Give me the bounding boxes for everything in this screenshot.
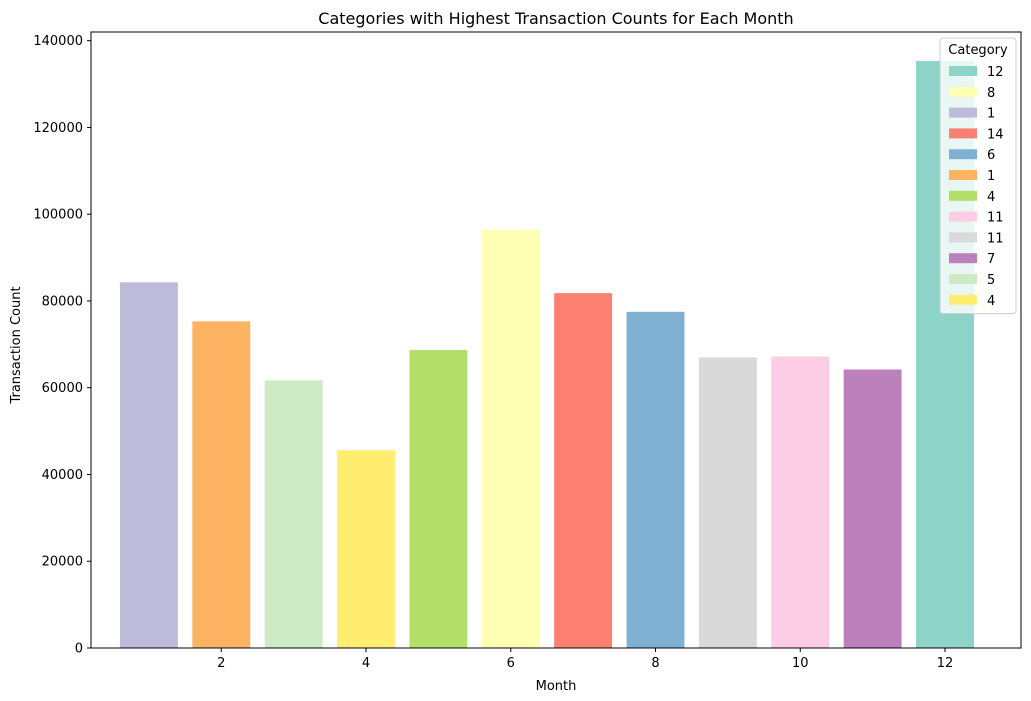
legend-swatch	[949, 149, 977, 160]
bar-month-2	[192, 321, 251, 648]
plot-frame	[90, 31, 1022, 649]
legend-label: 4	[987, 190, 995, 205]
legend-box	[939, 37, 1017, 315]
legend-label: 5	[987, 273, 995, 288]
legend-swatch	[949, 107, 977, 118]
bar-month-11	[843, 369, 902, 648]
y-tick-label: 80000	[42, 294, 83, 309]
bar-month-6	[481, 229, 540, 648]
legend-label: 6	[987, 148, 995, 163]
legend-label: 1	[987, 107, 995, 122]
legend-title: Category	[948, 43, 1008, 58]
bars-group	[119, 61, 974, 649]
bar-month-10	[771, 356, 830, 648]
y-tick-label: 20000	[42, 555, 83, 570]
legend-label: 8	[987, 86, 995, 101]
y-tick-label: 120000	[33, 121, 83, 136]
bar-month-4	[337, 450, 395, 648]
legend-swatch	[949, 86, 977, 97]
y-tick-label: 100000	[33, 208, 83, 223]
legend-label: 1	[987, 169, 995, 184]
axes-group: 2 4 6 8 10 12 0 20000 40000 60000 80000 100000 12000…	[33, 31, 1022, 671]
x-tick-label: 8	[651, 656, 659, 671]
bar-month-5	[409, 349, 468, 648]
legend-swatch	[949, 128, 977, 139]
legend-label: 12	[987, 65, 1004, 80]
legend-label: 7	[987, 252, 995, 267]
x-tick-label: 2	[217, 656, 225, 671]
legend-swatch	[949, 190, 977, 201]
y-tick-label: 0	[75, 642, 83, 657]
y-tick-label: 60000	[42, 381, 83, 396]
bar-month-9	[698, 357, 757, 648]
y-axis-label: Transaction Count	[9, 286, 24, 404]
legend-swatch	[949, 211, 977, 222]
legend-label: 4	[987, 294, 995, 309]
x-tick-label: 12	[937, 656, 954, 671]
legend-swatch	[949, 66, 977, 76]
legend-swatch	[949, 232, 977, 243]
bar-month-3	[264, 380, 323, 648]
y-tick-label: 40000	[42, 468, 83, 483]
legend-label: 11	[987, 211, 1004, 226]
legend-swatch	[949, 253, 977, 264]
x-tick-label: 10	[792, 656, 809, 671]
chart-title: Categories with Highest Transaction Coun…	[318, 9, 793, 28]
legend-label: 14	[987, 127, 1004, 142]
x-tick-label: 6	[507, 656, 515, 671]
bar-month-7	[554, 293, 613, 648]
legend-swatch	[949, 170, 977, 180]
x-axis-label: Month	[536, 679, 577, 694]
bar-month-8	[626, 311, 685, 648]
legend-swatch	[949, 294, 977, 305]
x-tick-label: 4	[362, 656, 370, 671]
y-tick-label: 140000	[33, 34, 83, 49]
legend-swatch	[949, 274, 977, 284]
legend-label: 11	[987, 231, 1004, 246]
bar-month-1	[119, 282, 178, 648]
